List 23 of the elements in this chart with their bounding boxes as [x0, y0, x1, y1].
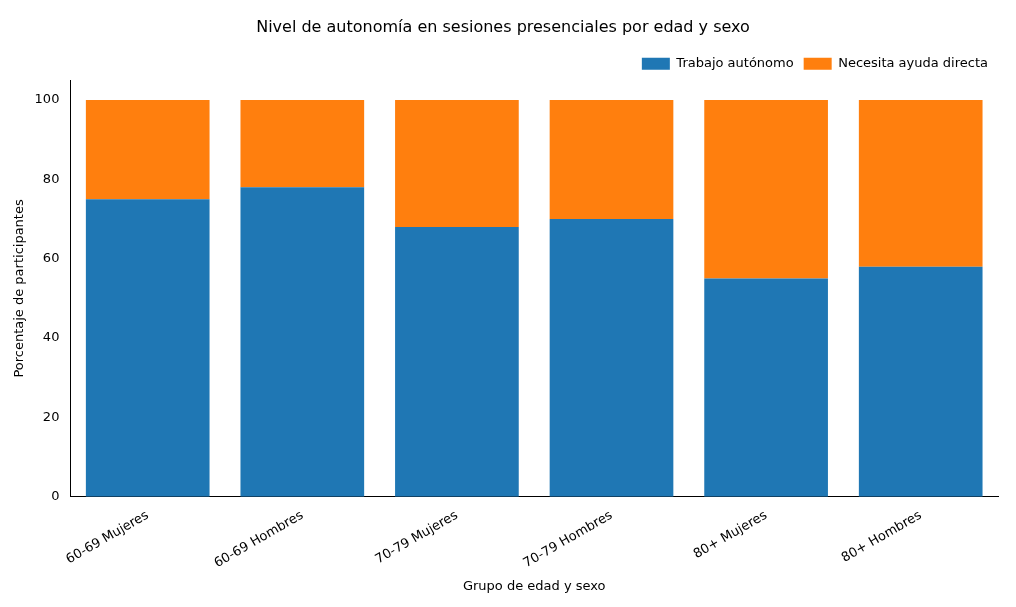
bar — [240, 187, 365, 497]
x-axis-title: Grupo de edad y sexo — [462, 577, 606, 593]
y-tick-label: 40 — [42, 329, 60, 345]
y-tick-label: 60 — [42, 250, 60, 266]
y-tick-label: 100 — [34, 91, 60, 107]
legend-label: Necesita ayuda directa — [838, 55, 989, 71]
chart-title: Nivel de autonomía en sesiones presenciales por edad y sexo — [256, 16, 750, 36]
bar — [858, 100, 983, 267]
bar — [85, 199, 210, 497]
bar — [704, 100, 828, 279]
y-tick-label: 80 — [42, 170, 60, 186]
bar — [85, 100, 210, 200]
y-tick-label: 0 — [51, 488, 60, 504]
bar — [395, 100, 519, 227]
bar — [704, 278, 828, 497]
y-tick-label: 20 — [42, 408, 60, 424]
bar — [549, 219, 674, 497]
bar — [240, 100, 365, 188]
bar — [858, 266, 983, 497]
legend-label: Trabajo autónomo — [675, 55, 794, 71]
bar — [549, 100, 674, 220]
y-axis-title: Porcentaje de participantes — [11, 199, 27, 378]
bar — [395, 226, 519, 497]
